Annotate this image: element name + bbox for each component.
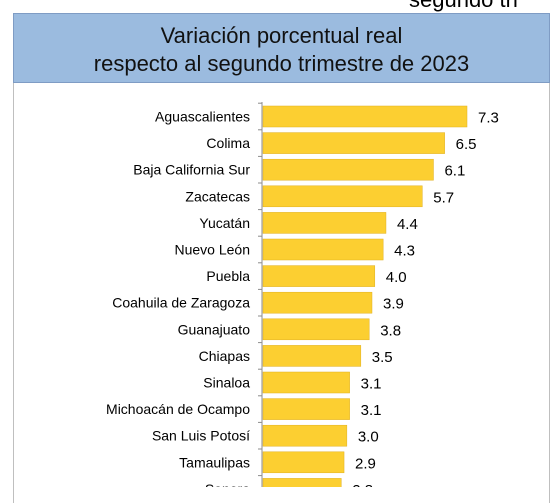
value-label: 3.1 [361, 402, 382, 419]
bar-colima [262, 132, 445, 154]
value-label: 3.9 [383, 296, 404, 313]
category-label: Guanajuato [178, 321, 251, 337]
category-label: Nuevo León [174, 242, 250, 258]
bar-puebla [262, 265, 376, 287]
category-label: Coahuila de Zaragoza [112, 295, 250, 311]
value-label: 3.0 [358, 429, 379, 446]
chart-title-line2: respecto al segundo trimestre de 2023 [93, 51, 470, 76]
chart-title-line1: Variación porcentual real [160, 23, 403, 48]
bar-sonora [262, 478, 342, 487]
category-label: Sonora [205, 481, 250, 487]
bar-aguascalientes [262, 105, 468, 128]
bar-baja-california-sur [262, 158, 434, 181]
category-label: Aguascalientes [155, 109, 250, 125]
category-label: Colima [206, 135, 250, 151]
value-label: 2.9 [355, 455, 376, 472]
bar-yucatán [262, 212, 387, 234]
bar-san-luis-potosí [262, 424, 348, 447]
bar-tamaulipas [262, 451, 345, 474]
value-label: 4.4 [397, 216, 418, 233]
value-label: 5.7 [433, 189, 454, 206]
bar-coahuila-de-zaragoza [262, 291, 373, 314]
chart-title-box: Variación porcentual real respecto al se… [13, 13, 550, 83]
value-label: 6.1 [444, 163, 465, 180]
category-label: Michoacán de Ocampo [106, 401, 250, 417]
clipped-heading-text: segundo tri [409, 0, 518, 13]
bar-zacatecas [262, 185, 423, 208]
category-label: Chiapas [199, 348, 250, 364]
bar-guanajuato [262, 318, 370, 341]
category-label: Tamaulipas [179, 454, 250, 470]
bar-nuevo-león [262, 238, 384, 261]
value-label: 2.8 [352, 482, 373, 487]
bar-chiapas [262, 345, 362, 367]
category-label: San Luis Potosí [152, 428, 250, 444]
category-label: Puebla [206, 268, 250, 284]
value-label: 4.3 [394, 243, 415, 260]
bar-sinaloa [262, 371, 350, 394]
bar-michoacán-de-ocampo [262, 398, 350, 420]
bar-chart: Aguascalientes 7.3 Colima 6.5 Baja Californi… [106, 102, 499, 487]
value-label: 6.5 [456, 136, 477, 153]
value-label: 4.0 [386, 269, 407, 286]
category-label: Sinaloa [203, 375, 250, 391]
value-label: 3.8 [380, 322, 401, 339]
value-label: 7.3 [478, 110, 499, 127]
category-label: Zacatecas [185, 188, 250, 204]
category-label: Baja California Sur [133, 162, 250, 178]
category-label: Yucatán [199, 215, 250, 231]
value-label: 3.5 [372, 349, 393, 366]
value-label: 3.1 [361, 376, 382, 393]
